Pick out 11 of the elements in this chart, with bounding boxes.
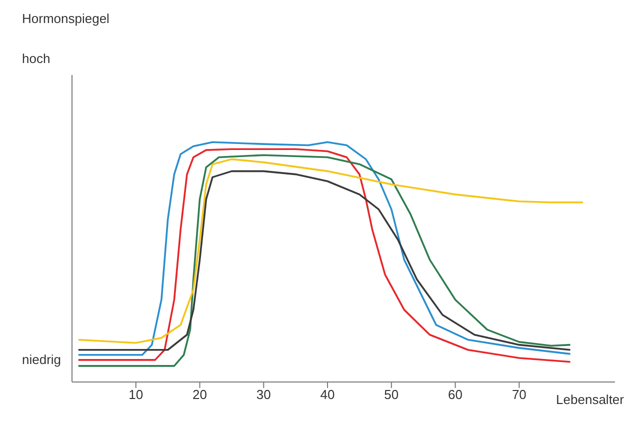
x-tick-label: 50	[384, 387, 399, 402]
x-tick-label: 40	[320, 387, 335, 402]
x-tick-label: 70	[512, 387, 526, 402]
x-axis-title: Lebensalter	[556, 392, 624, 407]
x-tick-label: 30	[256, 387, 271, 402]
text: Hormonspiegel	[22, 11, 110, 26]
x-tick-label: 10	[128, 387, 144, 402]
text: hoch	[22, 51, 50, 66]
text: niedrig	[22, 352, 62, 368]
x-tick-label: 60	[448, 387, 463, 402]
x-tick-label: 20	[192, 387, 207, 402]
